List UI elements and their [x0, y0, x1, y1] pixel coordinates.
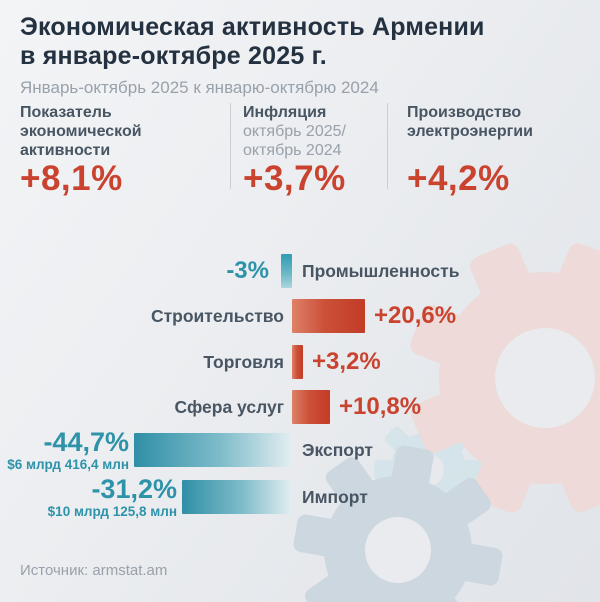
- stat-electricity: Производство электроэнергии +4,2%: [407, 103, 592, 203]
- stat-label: Показатель: [20, 104, 112, 121]
- stat-label: Инфляция: [243, 104, 327, 121]
- stat-economic-activity: Показатель экономической активности +8,1…: [20, 103, 220, 203]
- source-note: Источник: armstat.am: [20, 562, 168, 579]
- page-title: Экономическая активность Армении в январе…: [20, 13, 485, 70]
- import-percent: -31,2%: [91, 474, 177, 504]
- construction-label: Строительство: [150, 306, 284, 326]
- export-value: -44,7% $6 млрд 416,4 млн: [0, 427, 129, 473]
- import-value: -31,2% $10 млрд 125,8 млн: [0, 474, 177, 520]
- industry-label: Промышленность: [302, 261, 460, 281]
- import-bar: [182, 480, 292, 514]
- trade-value: +3,2%: [312, 348, 381, 375]
- stat-label: электроэнергии: [407, 123, 533, 140]
- stat-value: +3,7%: [243, 159, 346, 198]
- services-bar: [292, 390, 330, 424]
- stat-label: экономической: [20, 123, 142, 140]
- stat-sublabel: октябрь 2024: [243, 142, 342, 159]
- services-label: Сфера услуг: [174, 397, 284, 417]
- gray-gear-icon: [293, 445, 503, 602]
- stat-label: Производство: [407, 104, 522, 121]
- stat-sublabel: октябрь 2025/: [243, 123, 346, 140]
- import-amount: $10 млрд 125,8 млн: [47, 504, 177, 519]
- stats-row: Показатель экономической активности +8,1…: [0, 103, 600, 203]
- construction-value: +20,6%: [374, 302, 457, 329]
- trade-label: Торговля: [203, 352, 284, 372]
- stat-value: +8,1%: [20, 159, 123, 198]
- stat-value: +4,2%: [407, 159, 510, 198]
- export-amount: $6 млрд 416,4 млн: [7, 457, 129, 472]
- trade-bar: [292, 345, 303, 379]
- construction-bar: [292, 299, 365, 333]
- divider: [230, 103, 231, 189]
- stat-inflation: Инфляция октябрь 2025/ октябрь 2024 +3,7…: [243, 103, 383, 203]
- export-bar: [134, 433, 292, 467]
- services-value: +10,8%: [339, 393, 422, 420]
- header: Экономическая активность Армении в январе…: [20, 13, 485, 98]
- stat-label: активности: [20, 142, 111, 159]
- divider: [387, 103, 388, 189]
- industry-bar: [281, 254, 292, 288]
- import-label: Импорт: [302, 487, 368, 507]
- pink-gear-icon: [410, 243, 600, 513]
- export-label: Экспорт: [302, 440, 373, 460]
- industry-value: -3%: [226, 257, 269, 284]
- export-percent: -44,7%: [43, 427, 129, 457]
- page-subtitle: Январь-октябрь 2025 к январю-октябрю 202…: [20, 78, 379, 97]
